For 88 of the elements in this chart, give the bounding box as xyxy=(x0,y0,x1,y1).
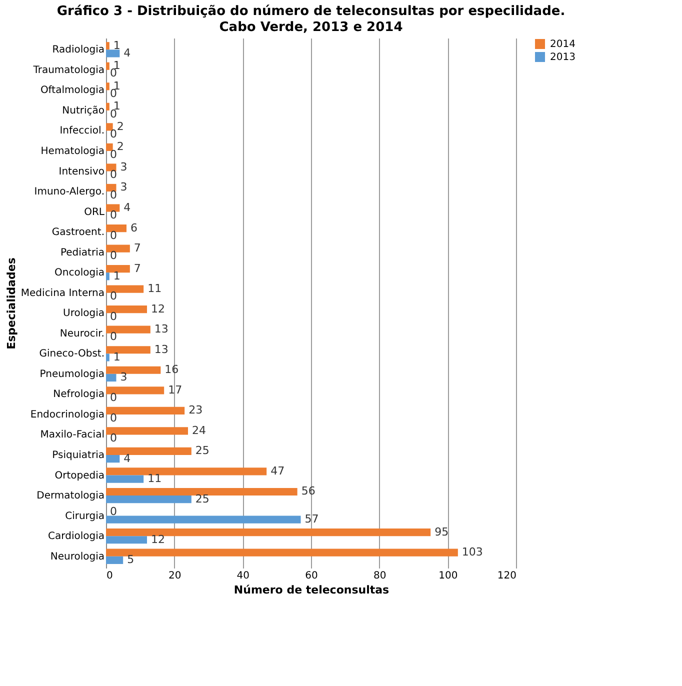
data-label: 11 xyxy=(148,472,162,486)
x-tick-label: 40 xyxy=(236,570,250,582)
data-label: 95 xyxy=(434,525,449,538)
data-label: 1 xyxy=(113,350,120,364)
data-label: 3 xyxy=(120,180,128,194)
data-label: 13 xyxy=(154,322,168,336)
x-tick-label: 100 xyxy=(438,570,458,582)
data-label: 1 xyxy=(113,38,120,52)
data-label: 12 xyxy=(151,302,165,316)
y-tick-label: Neurocir. xyxy=(60,328,104,340)
data-label: 103 xyxy=(462,546,483,559)
data-label: 5 xyxy=(127,553,134,566)
y-tick-label: Gineco-Obst. xyxy=(39,348,104,360)
data-label: 0 xyxy=(110,411,117,424)
data-label: 7 xyxy=(134,242,141,255)
data-label: 0 xyxy=(110,208,117,222)
y-tick-label: Ortopedia xyxy=(54,470,104,482)
data-label: 0 xyxy=(110,128,117,141)
data-label: 2 xyxy=(116,140,124,154)
chart-title: Gráfico 3 - Distribuição do número de teleconsultas por especilidade. xyxy=(56,4,566,19)
y-tick-label: Cirurgia xyxy=(65,510,104,522)
data-label: 4 xyxy=(124,200,131,214)
data-label: 0 xyxy=(110,107,117,120)
y-tick-label: Nutrição xyxy=(62,105,104,116)
data-label: 12 xyxy=(151,532,165,546)
data-label: 57 xyxy=(304,512,319,526)
data-label: 0 xyxy=(110,228,117,242)
y-tick-label: Oncologia xyxy=(54,268,104,279)
data-label: 0 xyxy=(110,249,117,262)
data-label: 0 xyxy=(110,86,117,100)
x-tick-label: 0 xyxy=(106,570,113,582)
y-tick-label: Imuno-Alergo. xyxy=(34,186,104,198)
data-label: 25 xyxy=(195,492,210,506)
y-tick-label: Neurologia xyxy=(50,551,104,562)
data-label: 0 xyxy=(110,188,117,202)
y-tick-label: Maxilo-Facial xyxy=(40,430,104,441)
y-tick-label: Gastroent. xyxy=(52,227,104,238)
y-tick-label: Infecciol. xyxy=(60,126,104,137)
data-label: 3 xyxy=(120,370,128,384)
y-tick-label: Traumatologia xyxy=(32,64,104,76)
y-axis-title: Especialidades xyxy=(4,257,18,350)
x-axis-title: Número de teleconsultas xyxy=(234,584,390,596)
x-tick-label: 80 xyxy=(373,570,386,582)
data-label: 4 xyxy=(124,452,131,465)
y-tick-label: Medicina Interna xyxy=(20,288,104,299)
y-tick-label: Endocrinologia xyxy=(30,409,104,420)
x-tick-label: 60 xyxy=(305,570,318,582)
data-label: 7 xyxy=(134,262,141,275)
data-label: 2 xyxy=(116,120,124,133)
data-label: 16 xyxy=(164,363,179,376)
y-tick-label: Intensivo xyxy=(58,166,104,178)
data-label: 0 xyxy=(110,310,117,323)
x-tick-label: 120 xyxy=(497,570,516,582)
data-label: 23 xyxy=(188,404,203,417)
data-label: 25 xyxy=(195,444,210,458)
data-label: 56 xyxy=(301,484,316,498)
y-tick-label: Oftalmologia xyxy=(40,85,104,96)
y-tick-label: Pneumologia xyxy=(40,368,104,380)
data-label: 0 xyxy=(110,148,117,161)
x-tick-label: 20 xyxy=(168,570,182,582)
data-label: 47 xyxy=(270,464,285,478)
data-label: 0 xyxy=(110,432,117,445)
data-label: 0 xyxy=(110,168,117,182)
data-label: 3 xyxy=(120,160,128,174)
data-label: 0 xyxy=(110,505,117,518)
y-tick-label: ORL xyxy=(84,206,105,218)
y-tick-label: Cardiologia xyxy=(48,531,104,542)
data-label: 0 xyxy=(110,330,117,344)
data-label: 0 xyxy=(110,290,117,303)
y-tick-label: Hematologia xyxy=(40,146,104,157)
data-label: 0 xyxy=(110,391,117,404)
y-tick-label: Pediatria xyxy=(60,247,104,258)
y-tick-label: Psiquiatria xyxy=(52,450,104,462)
legend-label: 2013 xyxy=(550,52,576,63)
y-tick-label: Dermatologia xyxy=(36,490,104,502)
legend-label: 2014 xyxy=(550,39,576,50)
y-tick-label: Nefrologia xyxy=(53,389,104,400)
data-label: 17 xyxy=(168,383,182,396)
data-label: 6 xyxy=(130,221,138,234)
data-label: 0 xyxy=(110,66,117,80)
y-tick-label: Radiologia xyxy=(52,44,104,56)
data-label: 4 xyxy=(124,46,131,60)
data-label: 11 xyxy=(148,282,162,296)
chart-subtitle: Cabo Verde, 2013 e 2014 xyxy=(219,20,403,35)
data-label: 13 xyxy=(154,342,168,356)
y-tick-label: Urologia xyxy=(63,308,104,320)
data-label: 1 xyxy=(113,269,120,282)
data-label: 24 xyxy=(192,424,206,437)
